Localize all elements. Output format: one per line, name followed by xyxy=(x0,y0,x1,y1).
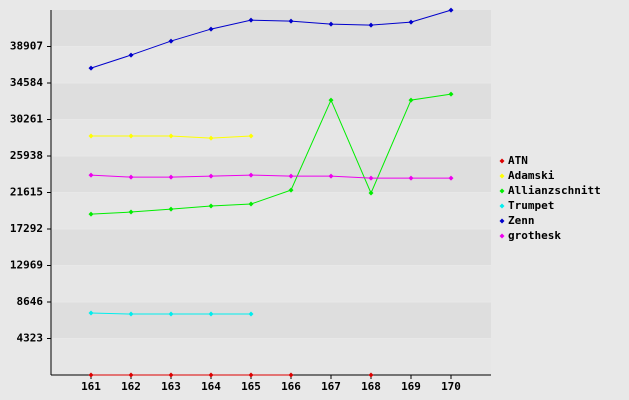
x-tick-label: 167 xyxy=(321,380,341,393)
legend-marker xyxy=(499,218,505,224)
y-tick-label: 30261 xyxy=(10,113,43,126)
grid-band xyxy=(51,119,491,156)
legend-marker xyxy=(499,233,505,239)
data-point xyxy=(208,311,214,317)
y-tick-label: 25938 xyxy=(10,149,43,162)
data-point xyxy=(448,7,454,13)
x-tick-label: 170 xyxy=(441,380,461,393)
y-tick-label: 4323 xyxy=(17,332,44,345)
y-tick-label: 8646 xyxy=(17,295,44,308)
y-tick-label: 21615 xyxy=(10,186,43,199)
series-line xyxy=(90,174,451,179)
data-point xyxy=(328,21,334,27)
grid-band xyxy=(51,10,491,47)
data-point xyxy=(88,211,94,217)
data-point xyxy=(248,311,254,317)
x-tick-label: 164 xyxy=(201,380,221,393)
data-point xyxy=(248,172,254,178)
legend-label: grothesk xyxy=(508,229,561,242)
data-point xyxy=(168,311,174,317)
grid-band xyxy=(51,229,491,266)
data-point xyxy=(248,372,254,378)
data-point xyxy=(88,172,94,178)
data-point xyxy=(128,52,134,58)
data-point xyxy=(448,91,454,97)
data-point xyxy=(208,173,214,179)
data-point xyxy=(208,372,214,378)
data-point xyxy=(168,206,174,212)
data-point xyxy=(408,97,414,103)
data-point xyxy=(288,173,294,179)
legend-marker xyxy=(499,203,505,209)
data-point xyxy=(288,18,294,24)
data-point xyxy=(288,372,294,378)
data-point xyxy=(208,26,214,32)
grid-band xyxy=(51,338,491,375)
data-point xyxy=(368,22,374,28)
y-tick-label: 12969 xyxy=(10,259,43,272)
data-point xyxy=(128,311,134,317)
data-point xyxy=(168,133,174,139)
data-point xyxy=(88,310,94,316)
data-point xyxy=(368,175,374,181)
data-point xyxy=(328,97,334,103)
data-point xyxy=(208,203,214,209)
x-tick-label: 162 xyxy=(121,380,141,393)
grid-band xyxy=(51,46,491,83)
data-point xyxy=(368,372,374,378)
legend-label: Zenn xyxy=(508,214,535,227)
x-tick-label: 166 xyxy=(281,380,301,393)
x-tick-label: 165 xyxy=(241,380,261,393)
legend-label: ATN xyxy=(508,154,528,167)
legend-label: Allianzschnitt xyxy=(508,184,601,197)
data-point xyxy=(208,135,214,141)
data-point xyxy=(328,173,334,179)
y-tick-label: 17292 xyxy=(10,222,43,235)
data-point xyxy=(128,209,134,215)
data-point xyxy=(88,65,94,71)
legend-marker xyxy=(499,188,505,194)
legend-marker xyxy=(499,173,505,179)
grid-band xyxy=(51,302,491,339)
grid-band xyxy=(51,265,491,302)
legend-label: Adamski xyxy=(508,169,555,182)
series-line xyxy=(90,9,452,69)
grid-band xyxy=(51,156,491,193)
data-point xyxy=(408,19,414,25)
x-tick-label: 169 xyxy=(401,380,421,393)
x-tick-label: 161 xyxy=(81,380,101,393)
grid-band xyxy=(51,192,491,229)
legend-label: Trumpet xyxy=(508,199,554,212)
y-tick-label: 38907 xyxy=(10,40,43,53)
series-line xyxy=(90,93,452,215)
y-tick-label: 34584 xyxy=(10,76,43,89)
data-point xyxy=(288,187,294,193)
data-point xyxy=(128,372,134,378)
grid-band xyxy=(51,83,491,120)
data-point xyxy=(168,372,174,378)
data-point xyxy=(248,17,254,23)
x-tick-label: 163 xyxy=(161,380,181,393)
data-point xyxy=(248,201,254,207)
data-point xyxy=(368,190,374,196)
data-point xyxy=(168,38,174,44)
data-point xyxy=(128,133,134,139)
data-point xyxy=(168,174,174,180)
data-point xyxy=(128,174,134,180)
legend-marker xyxy=(499,158,505,164)
data-point xyxy=(448,175,454,181)
data-point xyxy=(88,133,94,139)
data-point xyxy=(88,372,94,378)
data-point xyxy=(408,175,414,181)
data-point xyxy=(248,133,254,139)
x-tick-label: 168 xyxy=(361,380,381,393)
